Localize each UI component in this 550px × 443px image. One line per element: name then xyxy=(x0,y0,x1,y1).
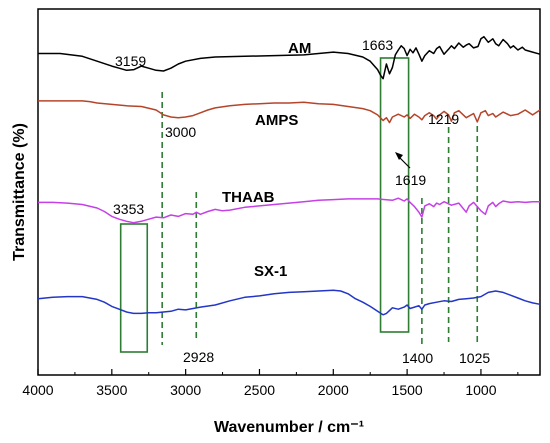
plot-frame xyxy=(37,8,541,376)
x-tick-label: 1500 xyxy=(392,382,423,398)
series-line-amps xyxy=(38,100,541,124)
x-axis-label: Wavenumber / cm⁻¹ xyxy=(214,419,364,436)
series-label-amps: AMPS xyxy=(255,112,298,129)
annotation-3000: 3000 xyxy=(165,124,196,140)
x-tick-label: 1000 xyxy=(465,382,496,398)
x-tick-label: 4000 xyxy=(22,382,53,398)
series-line-thaab xyxy=(38,197,540,224)
plot-area: AM AMPS THAAB SX-1 3159 1663 3000 1219 1619 3353 2… xyxy=(37,8,541,376)
annotation-1663: 1663 xyxy=(362,37,393,53)
series-label-sx-1: SX-1 xyxy=(254,263,287,280)
annotation-2928: 2928 xyxy=(183,349,214,365)
x-tick-label: 3000 xyxy=(170,382,201,398)
annotation-1219: 1219 xyxy=(428,111,459,127)
highlight-box xyxy=(119,223,149,353)
series-line-am xyxy=(38,35,541,80)
annotation-1025: 1025 xyxy=(459,350,490,366)
series-label-am: AM xyxy=(288,40,311,57)
x-tick-label: 2000 xyxy=(318,382,349,398)
series-label-thaab: THAAB xyxy=(222,189,275,206)
annotation-3159: 3159 xyxy=(115,53,146,69)
y-axis-label: Transmittance (%) xyxy=(11,123,28,261)
annotation-3353: 3353 xyxy=(113,201,144,217)
x-tick-label: 2500 xyxy=(244,382,275,398)
highlight-box xyxy=(379,57,410,333)
annotation-arrowhead xyxy=(395,152,403,160)
series-line-sx-1 xyxy=(37,289,541,316)
annotation-1619: 1619 xyxy=(395,172,426,188)
annotation-1400: 1400 xyxy=(402,350,433,366)
x-tick-label: 3500 xyxy=(96,382,127,398)
x-axis-ticks: 4000 3500 3000 2500 2000 1500 1000 xyxy=(22,369,519,398)
